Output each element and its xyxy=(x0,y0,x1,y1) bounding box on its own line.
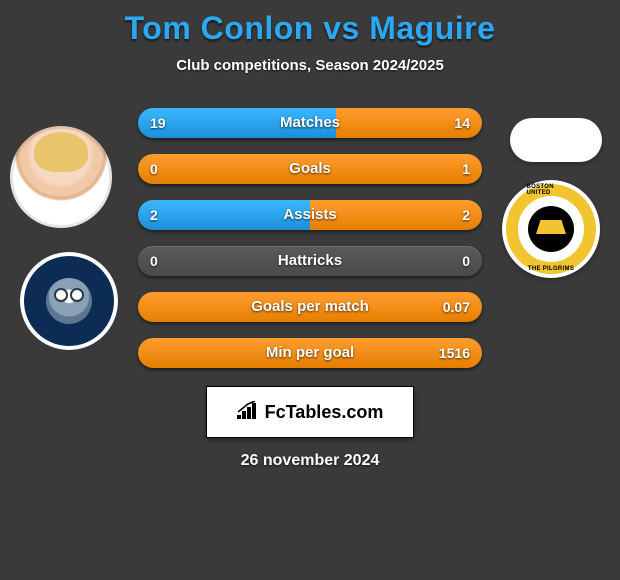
stat-row: 0.07Goals per match xyxy=(138,292,482,322)
player-left-club-badge xyxy=(20,252,118,350)
badge-text-bottom: THE PILGRIMS xyxy=(528,266,574,272)
bar-left xyxy=(138,108,336,138)
stats-area: BOSTON UNITED THE PILGRIMS 1914Matches01… xyxy=(0,108,620,378)
badge-text-top: BOSTON UNITED xyxy=(527,184,576,196)
player-left-avatar xyxy=(10,126,112,228)
bar-right xyxy=(138,338,482,368)
stat-row: 22Assists xyxy=(138,200,482,230)
owl-icon xyxy=(46,278,92,324)
left-column xyxy=(6,108,116,368)
bar-right xyxy=(138,292,482,322)
page-subtitle: Club competitions, Season 2024/2025 xyxy=(0,57,620,74)
bar-right xyxy=(310,200,482,230)
page-title: Tom Conlon vs Maguire xyxy=(0,10,620,47)
ship-icon xyxy=(528,206,574,252)
bar-right xyxy=(138,154,482,184)
stat-row: 01Goals xyxy=(138,154,482,184)
player-right-club-badge: BOSTON UNITED THE PILGRIMS xyxy=(502,180,600,278)
stat-value-right: 0 xyxy=(450,246,482,276)
right-column: BOSTON UNITED THE PILGRIMS xyxy=(504,108,614,368)
bar-left xyxy=(138,200,310,230)
brand-box[interactable]: FcTables.com xyxy=(206,386,414,438)
stat-row: 1516Min per goal xyxy=(138,338,482,368)
stat-row: 1914Matches xyxy=(138,108,482,138)
stat-value-left: 0 xyxy=(138,246,170,276)
player-right-avatar xyxy=(510,118,602,162)
stat-bars: 1914Matches 01Goals 22Assists 0 0Hattricks 0.… xyxy=(138,108,482,384)
date-text: 26 november 2024 xyxy=(0,452,620,470)
brand-logo-icon xyxy=(237,401,259,424)
comparison-card: Tom Conlon vs Maguire Club competitions,… xyxy=(0,0,620,580)
stat-label: Hattricks xyxy=(138,246,482,276)
stat-row: 0 0Hattricks xyxy=(138,246,482,276)
brand-text: FcTables.com xyxy=(265,402,384,423)
bar-right xyxy=(336,108,482,138)
